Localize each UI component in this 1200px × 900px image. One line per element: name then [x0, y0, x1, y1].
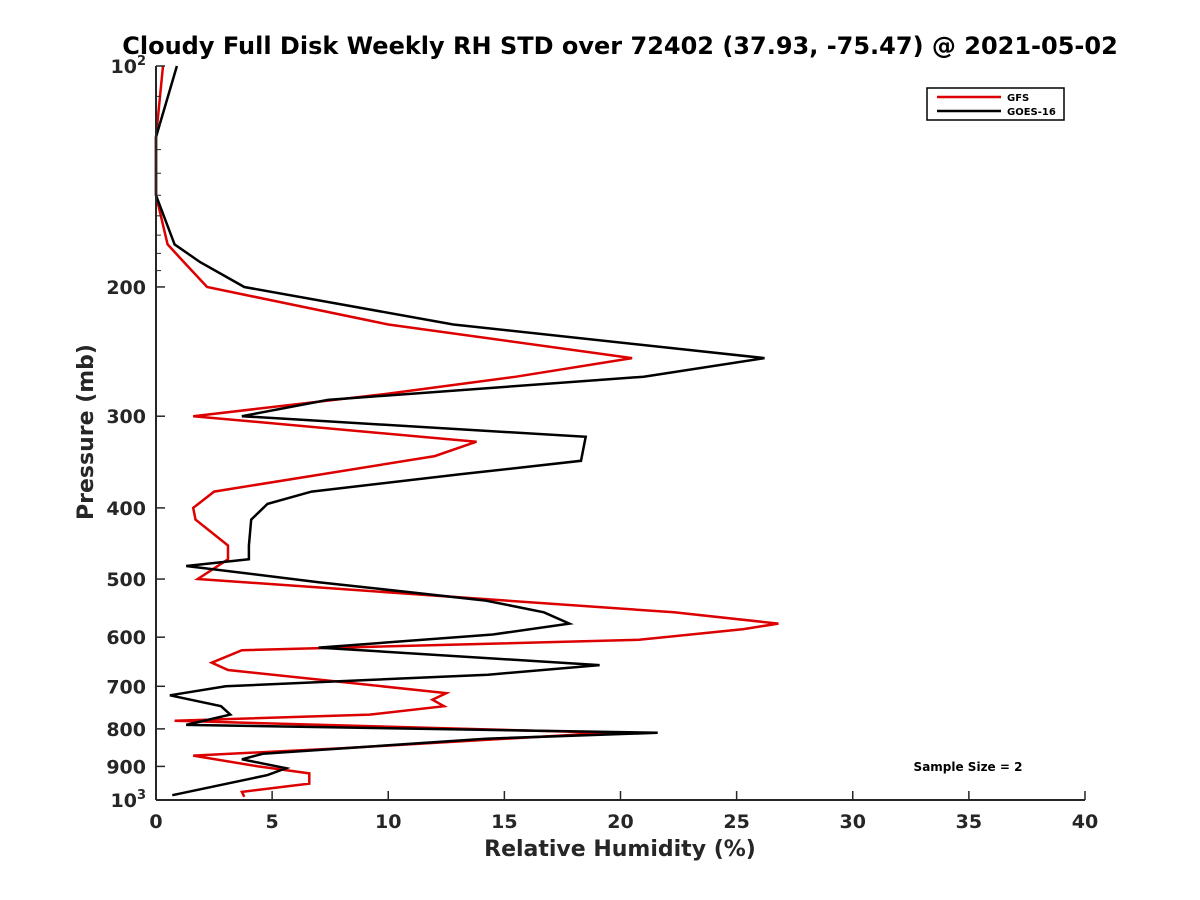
series-line-goes-16	[154, 65, 765, 797]
y-tick-base: 10	[111, 790, 137, 812]
x-tick-label: 25	[723, 811, 749, 833]
y-tick-label: 800	[106, 719, 146, 741]
y-tick-label-power: 102	[111, 54, 147, 78]
y-tick-label: 400	[106, 498, 146, 520]
legend: GFS GOES-16	[926, 87, 1065, 121]
x-tick-label: 0	[149, 811, 162, 833]
legend-label: GOES-16	[1007, 107, 1056, 118]
y-tick-exponent: 3	[137, 788, 146, 803]
x-axis-label: Relative Humidity (%)	[484, 837, 756, 862]
x-tick-label: 30	[840, 811, 866, 833]
axes-layer: 0 5 10 15 20 25 30 35 40102200300400500600700800…	[106, 54, 1098, 833]
x-tick-label: 35	[956, 811, 982, 833]
x-tick-label: 10	[375, 811, 401, 833]
legend-box	[926, 87, 1065, 121]
chart-title: Cloudy Full Disk Weekly RH STD over 7240…	[122, 32, 1118, 60]
y-tick-label: 500	[106, 569, 146, 591]
y-tick-label: 200	[106, 277, 146, 299]
x-tick-label: 40	[1072, 811, 1098, 833]
series-layer	[154, 65, 779, 798]
x-tick-label: 20	[607, 811, 633, 833]
series-line-gfs	[154, 65, 779, 798]
y-tick-label: 700	[106, 676, 146, 698]
x-tick-label: 15	[491, 811, 517, 833]
x-tick-label: 5	[266, 811, 279, 833]
y-tick-label-power: 103	[111, 788, 147, 812]
y-tick-base: 10	[111, 56, 137, 78]
y-axis-label: Pressure (mb)	[74, 344, 99, 520]
legend-label: GFS	[1007, 93, 1029, 104]
y-tick-exponent: 2	[137, 54, 146, 69]
y-tick-label: 900	[106, 756, 146, 778]
y-tick-label: 300	[106, 406, 146, 428]
sample-size-annotation: Sample Size = 2	[914, 760, 1023, 774]
y-tick-label: 600	[106, 627, 146, 649]
